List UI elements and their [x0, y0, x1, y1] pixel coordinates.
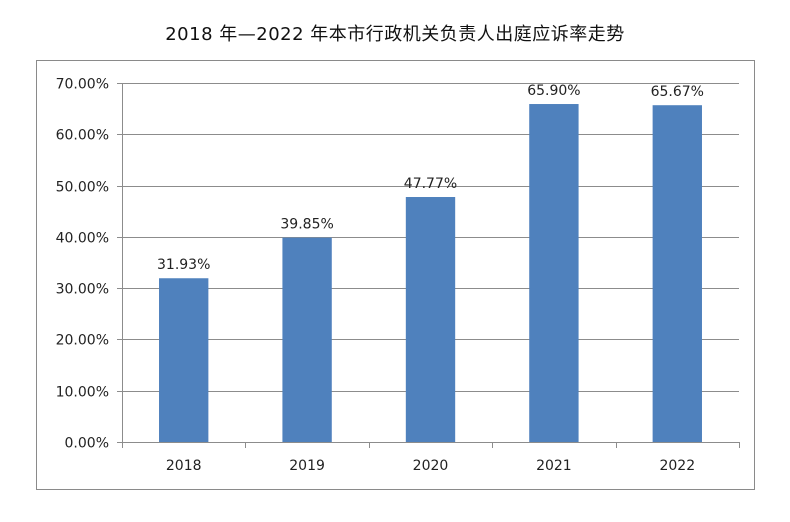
y-tick-label: 40.00%: [56, 231, 109, 247]
y-tick-label: 30.00%: [56, 282, 109, 298]
axes: 0.00% 10.00% 20.00% 30.00% 40.00% 50.00% 60.00…: [56, 77, 740, 452]
y-tick-label: 60.00%: [56, 128, 109, 144]
x-tick-label-2020: 2020: [413, 458, 449, 474]
data-label-2019: 39.85%: [280, 217, 333, 233]
x-tick-label-2021: 2021: [536, 458, 572, 474]
chart-title: 2018 年—2022 年本市行政机关负责人出庭应诉率走势: [165, 24, 625, 45]
data-label-2018: 31.93%: [157, 257, 210, 273]
chart-frame: [36, 60, 755, 490]
data-label-2020: 47.77%: [404, 176, 457, 192]
x-tick-label-2022: 2022: [659, 458, 695, 474]
y-tick-label: 20.00%: [56, 333, 109, 349]
bar-2021: [529, 104, 579, 442]
y-tick-label: 0.00%: [65, 436, 109, 452]
bars: [159, 104, 702, 442]
bar-2018: [159, 278, 209, 442]
x-tick-label-2018: 2018: [166, 458, 202, 474]
labels: 31.93% 2018 39.85% 2019 47.77% 2020 65.90% 2021…: [157, 83, 704, 474]
bar-2019: [282, 237, 332, 442]
x-tick-label-2019: 2019: [289, 458, 325, 474]
y-tick-label: 70.00%: [56, 77, 109, 93]
data-label-2022: 65.67%: [651, 84, 704, 100]
bar-2022: [652, 105, 702, 442]
data-label-2021: 65.90%: [527, 83, 580, 99]
y-tick-label: 50.00%: [56, 180, 109, 196]
bar-2020: [405, 197, 456, 442]
y-tick-label: 10.00%: [56, 385, 109, 401]
